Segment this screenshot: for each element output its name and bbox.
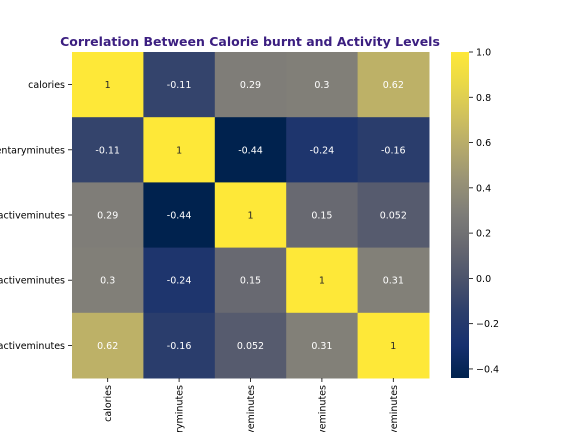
heatmap-cell	[286, 312, 359, 379]
column-label: lightlyactiveminutes	[246, 385, 257, 432]
heatmap-cell	[143, 182, 216, 249]
heatmap-cell	[357, 117, 430, 183]
cell-annotation: 1	[247, 211, 253, 222]
cell-annotation: -0.24	[310, 145, 335, 156]
cell-annotation: -0.11	[167, 80, 192, 91]
colorbar-tick-label: 0.6	[476, 138, 491, 149]
colorbar-tick-label: 0.2	[476, 229, 491, 240]
column-label: sedentaryminutes	[175, 385, 186, 432]
cell-annotation: 1	[105, 80, 111, 91]
heatmap-cell	[214, 247, 287, 314]
heatmap-cell	[72, 247, 144, 314]
row-label: fairlyactiveminutes	[0, 276, 65, 287]
cell-annotation: -0.24	[167, 276, 192, 287]
heatmap-cell	[214, 312, 287, 379]
heatmap-cell	[286, 247, 359, 314]
heatmap-cell	[357, 312, 430, 379]
cell-annotation: 0.62	[383, 80, 404, 91]
cell-annotation: -0.11	[95, 145, 120, 156]
colorbar-tick-label: 1.0	[476, 48, 491, 59]
heatmap-cell	[214, 182, 287, 249]
heatmap-cell	[286, 182, 359, 249]
heatmap-cell	[72, 117, 144, 183]
column-label: veryactiveminutes	[389, 385, 400, 432]
chart-title: Correlation Between Calorie burnt and Ac…	[60, 34, 440, 49]
colorbar-tick-label: −0.2	[476, 319, 499, 330]
heatmap-cell	[72, 312, 144, 379]
row-label: lightlyactiveminutes	[0, 211, 65, 222]
heatmap-cell	[357, 52, 430, 118]
heatmap-cell	[143, 52, 216, 118]
cell-annotation: 0.3	[100, 276, 115, 287]
heatmap-cell	[357, 247, 430, 314]
heatmap-cells	[72, 52, 430, 379]
cell-annotation: 0.31	[311, 341, 332, 352]
cell-annotation: -0.16	[167, 341, 192, 352]
heatmap-cell	[143, 117, 216, 183]
row-label: veryactiveminutes	[0, 341, 65, 352]
column-labels: calories sedentaryminutes lightlyactivemin…	[103, 378, 400, 432]
cell-annotation: 0.29	[97, 211, 118, 222]
cell-annotation: 0.052	[237, 341, 264, 352]
row-label: sedentaryminutes	[0, 145, 65, 156]
cell-annotation: 1	[176, 145, 182, 156]
colorbar: 1.0 0.8 0.6 0.4 0.2 0.0 −0.2 −0.4	[451, 48, 499, 378]
heatmap-cell	[357, 182, 430, 249]
cell-annotation: 1	[390, 341, 396, 352]
row-label: calories	[28, 80, 65, 91]
heatmap-cell	[286, 117, 359, 183]
heatmap-cell	[143, 247, 216, 314]
cell-annotation: 0.15	[311, 211, 332, 222]
colorbar-tick-label: 0.8	[476, 93, 491, 104]
row-labels: calories sedentaryminutes lightlyactivemin…	[0, 80, 72, 352]
column-label: fairlyactiveminutes	[317, 385, 328, 432]
heatmap-cell	[72, 182, 144, 249]
cell-annotation: 0.3	[314, 80, 329, 91]
colorbar-tick-label: 0.4	[476, 183, 491, 194]
cell-annotation: -0.44	[238, 145, 263, 156]
heatmap-cell	[286, 52, 359, 118]
heatmap-cell	[214, 52, 287, 118]
column-label: calories	[103, 385, 114, 422]
colorbar-tick-label: 0.0	[476, 274, 491, 285]
heatmap-cell	[214, 117, 287, 183]
heatmap-cell	[72, 52, 144, 118]
heatmap-cell	[143, 312, 216, 379]
cell-annotation: -0.16	[381, 145, 406, 156]
cell-annotation: 0.62	[97, 341, 118, 352]
cell-annotation: -0.44	[167, 211, 192, 222]
colorbar-gradient	[451, 52, 469, 378]
cell-annotation: 0.29	[240, 80, 261, 91]
cell-annotation: 0.15	[240, 276, 261, 287]
cell-annotation: 1	[319, 276, 325, 287]
heatmap-annotations: 1 -0.11 0.29 0.3 0.62 -0.11 1 -0.44 -0.24 -0.16 0.…	[95, 80, 406, 352]
cell-annotation: 0.31	[383, 276, 404, 287]
cell-annotation: 0.052	[380, 211, 407, 222]
colorbar-tick-label: −0.4	[476, 364, 499, 375]
